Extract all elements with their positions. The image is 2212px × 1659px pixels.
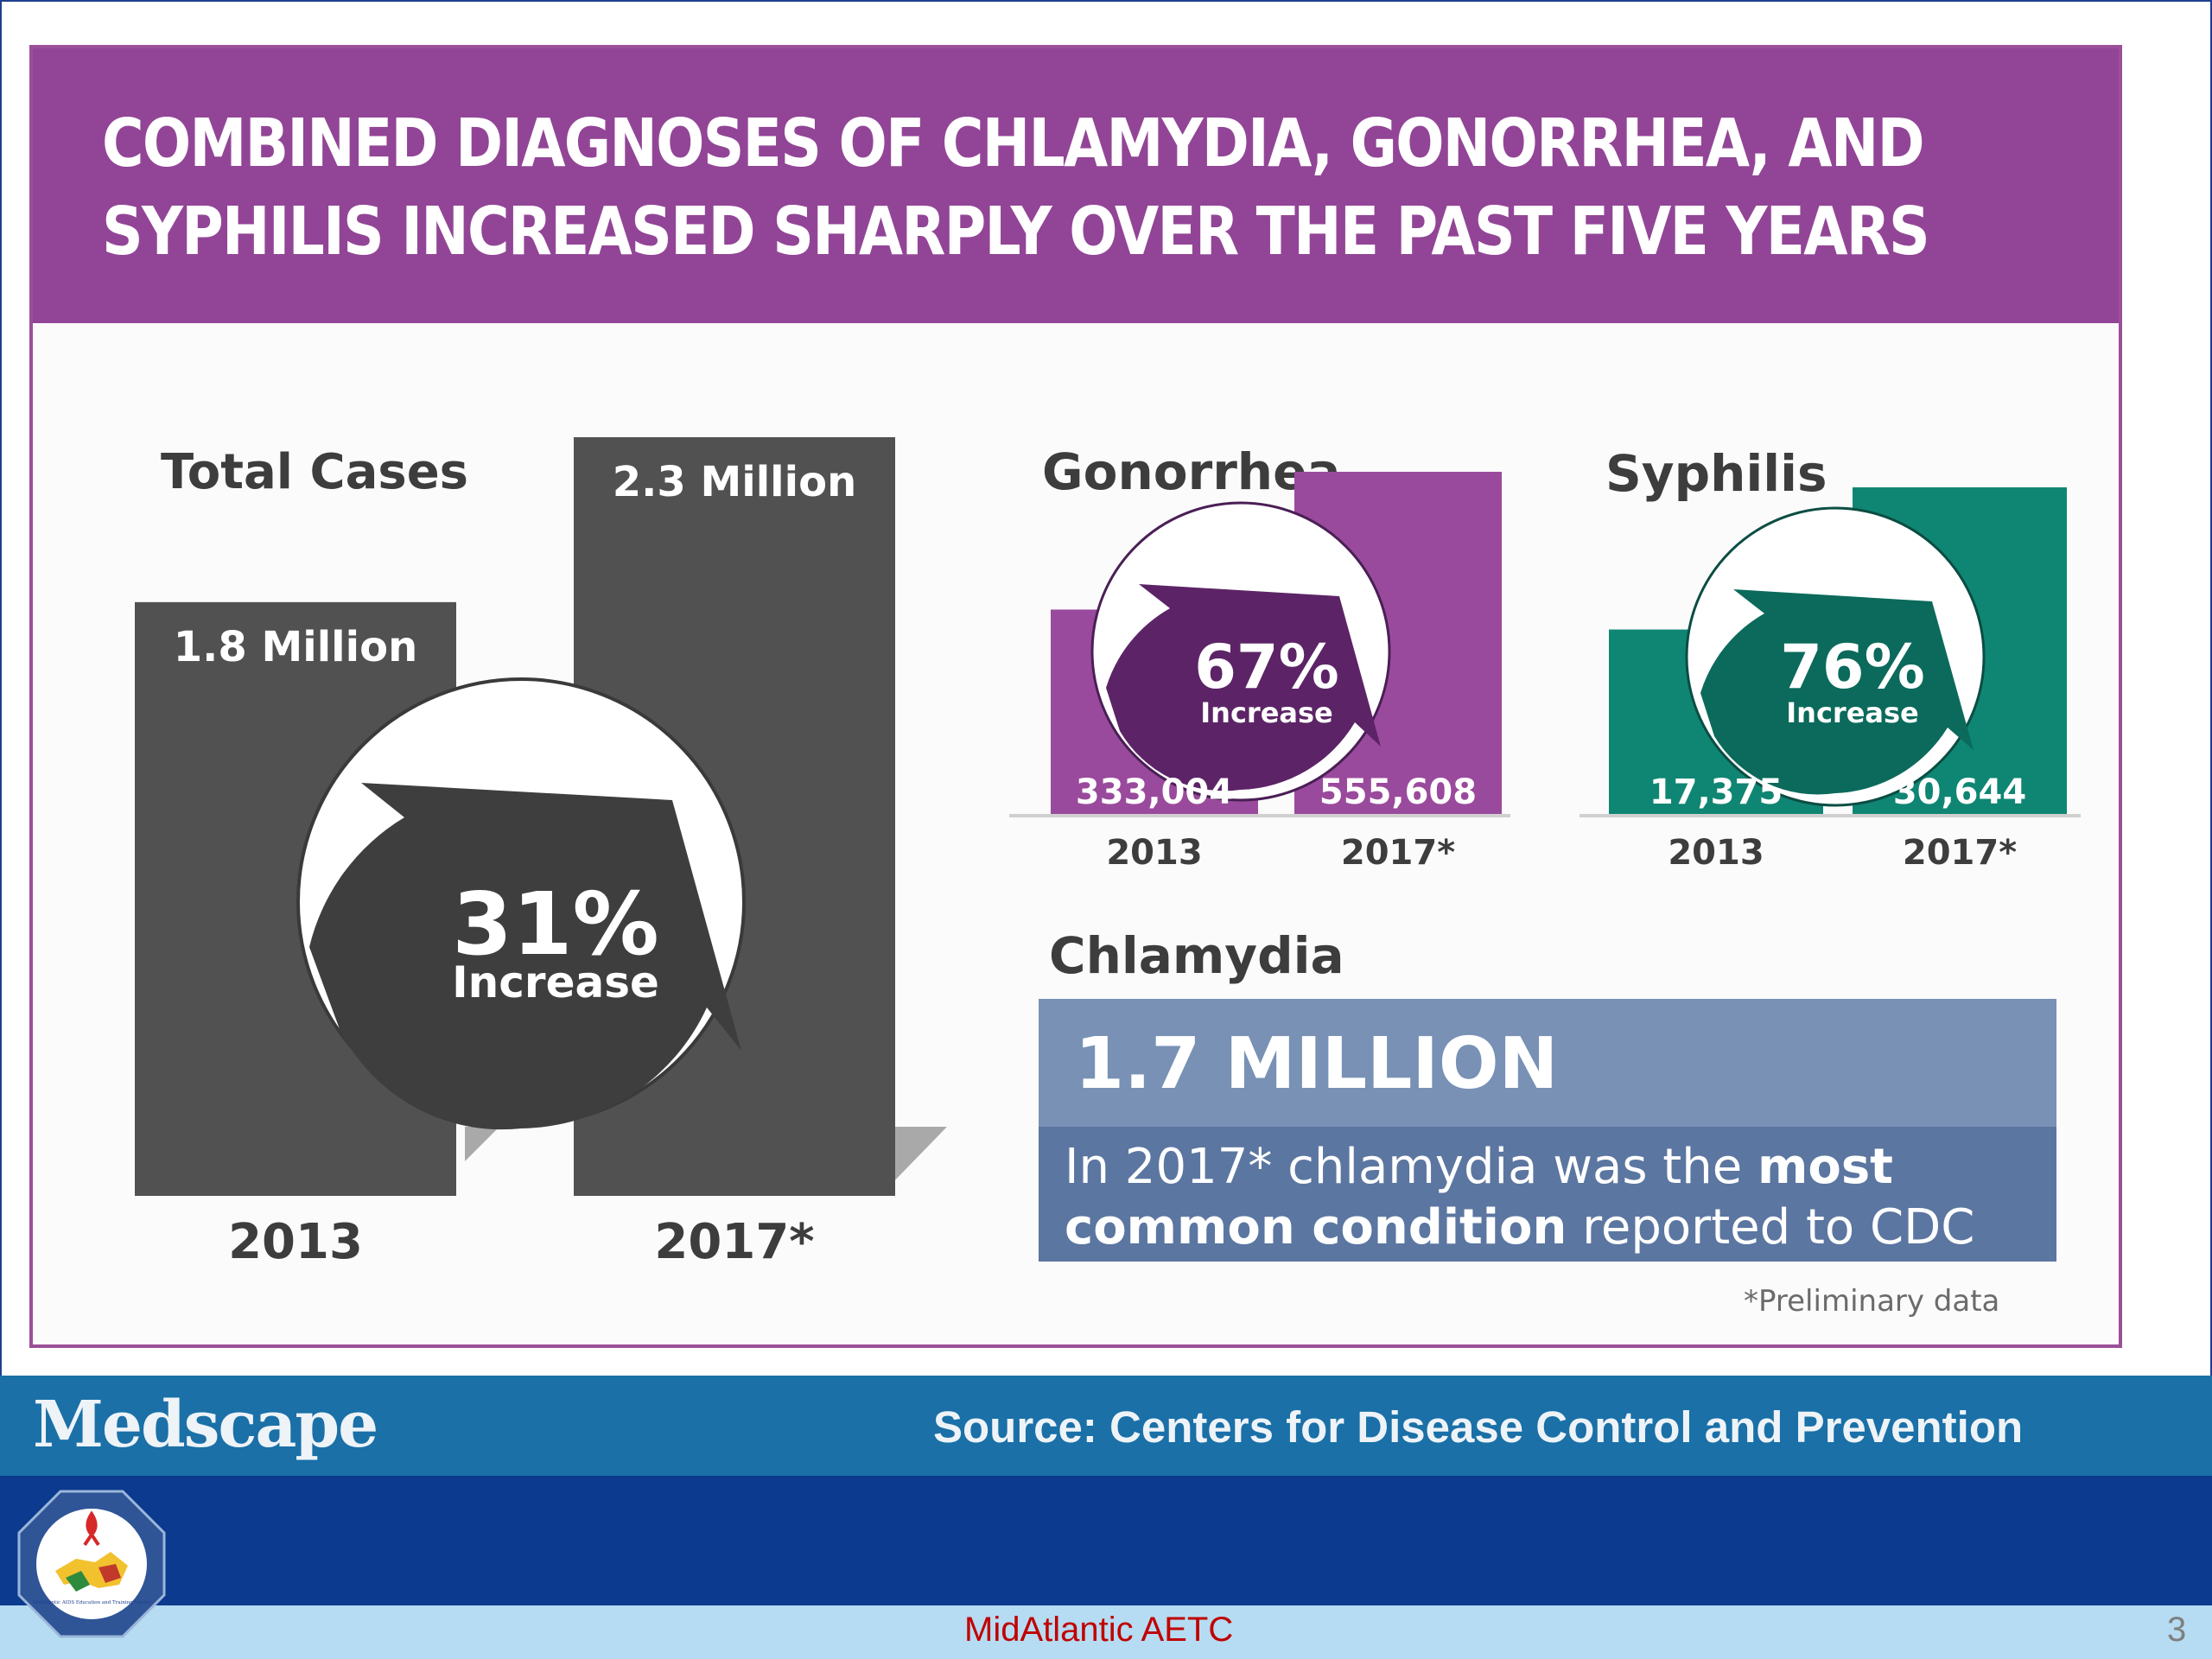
bar-shadow-2017 [888,1127,947,1187]
syphilis-title: Syphilis [1605,444,1827,503]
footer-bar: MidAtlantic AETC 3 [0,1605,2212,1659]
midatlantic-aetc-seal-icon: MidAtlantic AIDS Education and Training … [17,1490,166,1638]
title-line-2: SYPHILIS INCREASED SHARPLY OVER THE PAST… [102,194,1930,270]
chlamydia-text-part2: reported to CDC [1567,1199,1975,1255]
title-banner: COMBINED DIAGNOSES OF CHLAMYDIA, GONORRH… [33,48,2119,323]
gonorrhea-value-2013: 333,004 [1076,772,1233,812]
source-band: Medscape Source: Centers for Disease Con… [0,1376,2212,1476]
increase-label-total: Increase [452,957,659,1007]
total-cases-title: Total Cases [161,444,469,500]
syphilis-chart: 17,375 30,644 2013 2017* 76% Increase [1580,487,2081,873]
gonorrhea-arrow-icon [1106,584,1381,791]
bar-shadow-2013 [465,1127,499,1161]
x-tick-label-2017: 2017* [654,1214,814,1270]
syphilis-tick-2017: 2017* [1903,833,2017,873]
chlamydia-box: 1.7 MILLION In 2017* chlamydia was the m… [1039,999,2056,1262]
arrow-up-right-icon [309,783,741,1130]
blue-band [0,1476,2212,1605]
syphilis-increase-label: Increase [1786,696,1918,729]
preliminary-data-footnote: *Preliminary data [1744,1284,2000,1319]
slide-border [0,0,2212,1376]
x-tick-label-2013: 2013 [228,1214,363,1270]
gonorrhea-increase-label: Increase [1200,696,1332,729]
total-cases-chart: 1.8 Million 2.3 Million 2013 2017* 31% I… [135,437,947,1270]
chlamydia-text-bold: most common condition [1065,1139,1893,1255]
gonorrhea-chart: 333,004 555,608 2013 2017* 67% Increase [1009,472,1510,873]
chlamydia-value: 1.7 MILLION [1075,1023,1559,1105]
syphilis-increase-percent: 76% [1780,632,1925,702]
bar-value-label-2017: 2.3 Million [613,458,856,506]
syphilis-arrow-icon [1700,589,1974,795]
chlamydia-value-band: 1.7 MILLION [1039,999,2056,1127]
infographic-card: COMBINED DIAGNOSES OF CHLAMYDIA, GONORRH… [29,45,2122,1348]
gonorrhea-increase-percent: 67% [1194,632,1339,702]
gonorrhea-tick-2013: 2013 [1106,833,1202,873]
bar-value-label-2013: 1.8 Million [174,623,417,671]
gonorrhea-title: Gonorrhea [1042,442,1341,501]
footer-org-name: MidAtlantic AETC [964,1611,1234,1649]
syphilis-value-2013: 17,375 [1649,772,1783,812]
syphilis-value-2017: 30,644 [1893,772,2026,812]
chlamydia-title: Chlamydia [1049,926,1344,985]
page-number: 3 [2167,1611,2187,1649]
syphilis-tick-2013: 2013 [1668,833,1764,873]
gonorrhea-value-2017: 555,608 [1319,772,1477,812]
medscape-logo: Medscape [33,1388,378,1462]
chlamydia-text-part1: In 2017* chlamydia was the [1065,1139,1758,1195]
gonorrhea-tick-2017: 2017* [1341,833,1455,873]
increase-percent-total: 31% [452,874,658,975]
title-line-1: COMBINED DIAGNOSES OF CHLAMYDIA, GONORRH… [102,105,1925,182]
logo-text: MidAtlantic AIDS Education and Training … [32,1600,150,1605]
chlamydia-description: In 2017* chlamydia was the most common c… [1065,1137,2050,1258]
source-citation: Source: Centers for Disease Control and … [933,1402,2024,1452]
